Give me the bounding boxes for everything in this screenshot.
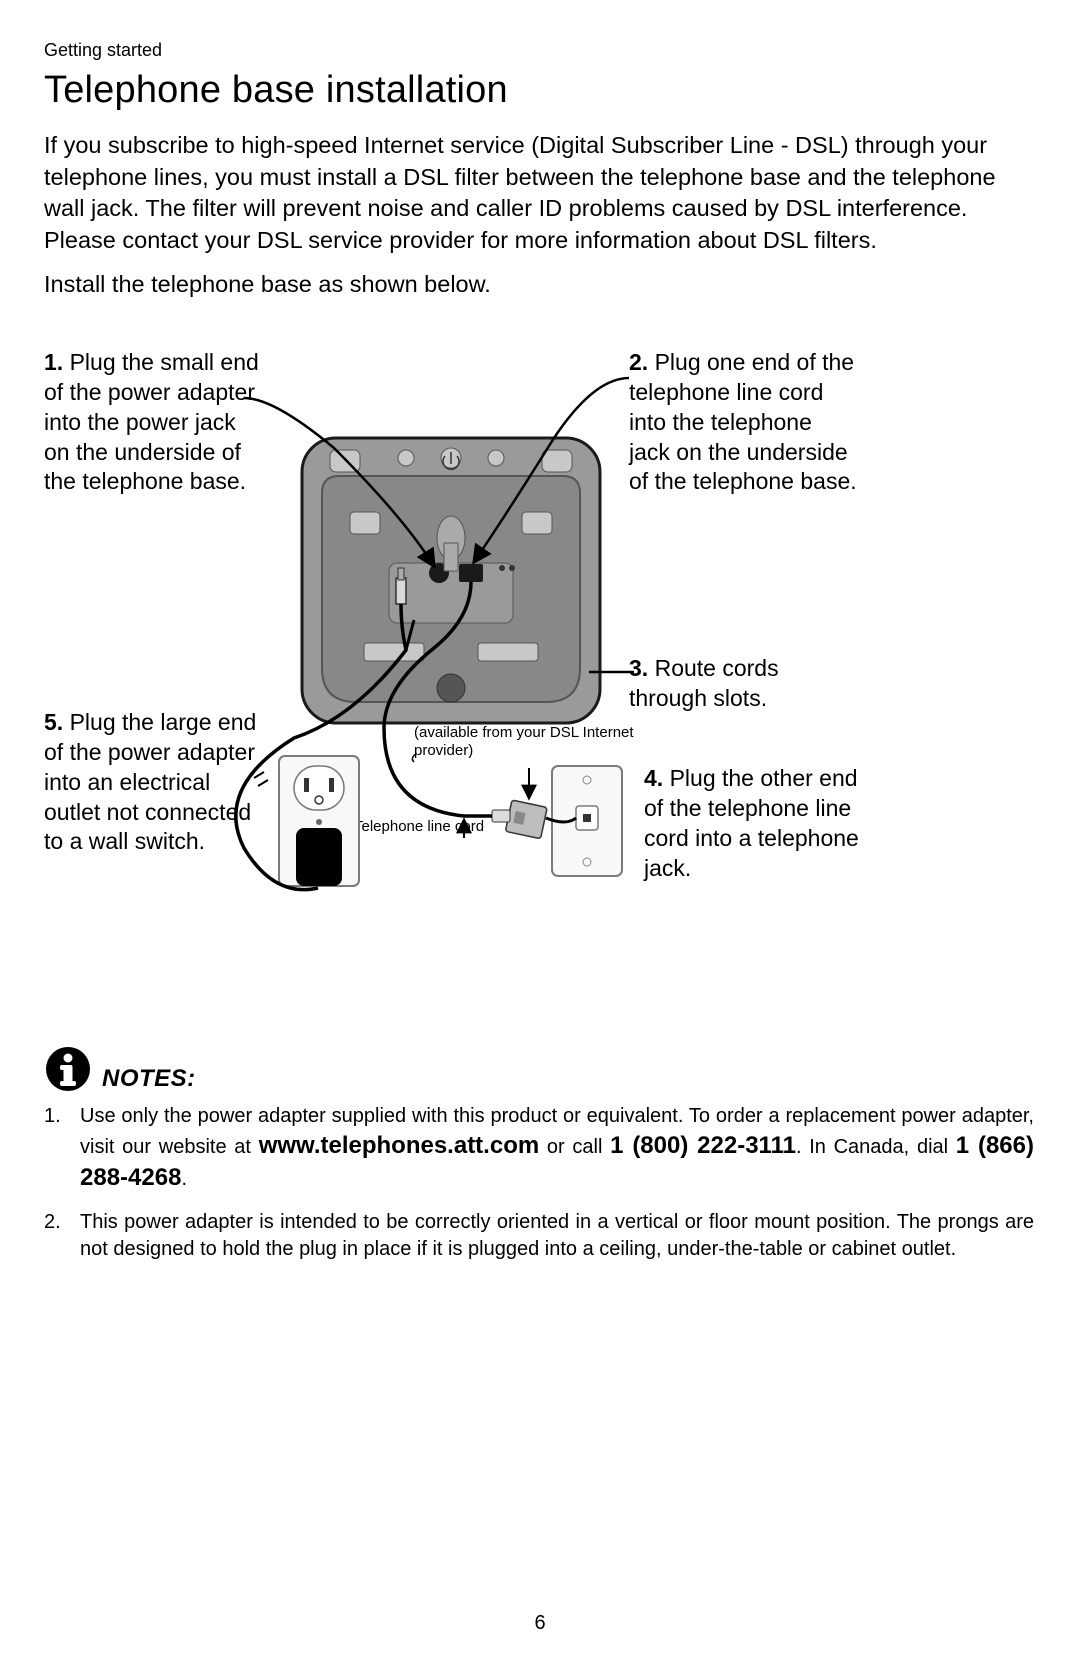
note-1c: . In Canada, dial: [796, 1136, 956, 1158]
callout-1-text: Plug the small end of the power adapter …: [44, 349, 259, 495]
callout-1: 1. Plug the small end of the power adapt…: [44, 348, 259, 497]
page-number: 6: [0, 1612, 1080, 1635]
callout-5-text: Plug the large end of the power adapter …: [44, 709, 256, 855]
callout-2-text: Plug one end of the telephone line cord …: [629, 349, 857, 495]
notes-heading: NOTES:: [102, 1065, 196, 1093]
installation-diagram: 1. Plug the small end of the power adapt…: [44, 348, 1036, 988]
note-2-text: This power adapter is intended to be cor…: [80, 1211, 1034, 1260]
note-1-site: www.telephones.att.com: [259, 1132, 540, 1159]
install-instruction: Install the telephone base as shown belo…: [44, 271, 1036, 298]
base-diagram-icon: [234, 368, 654, 908]
section-label: Getting started: [44, 40, 1036, 61]
note-2: 2. This power adapter is intended to be …: [44, 1209, 1034, 1263]
intro-paragraph: If you subscribe to high-speed Internet …: [44, 130, 1036, 257]
note-1b: or call: [539, 1136, 610, 1158]
callout-4: 4. Plug the other end of the telephone l…: [644, 764, 874, 884]
info-icon: [44, 1045, 92, 1093]
callout-2: 2. Plug one end of the telephone line co…: [629, 348, 859, 497]
callout-5: 5. Plug the large end of the power adapt…: [44, 708, 262, 857]
callout-4-text: Plug the other end of the telephone line…: [644, 765, 859, 881]
callout-3: 3. Route cords through slots.: [629, 654, 859, 714]
page-title: Telephone base installation: [44, 69, 1036, 112]
notes-section: NOTES: 1. Use only the power adapter sup…: [44, 1045, 1034, 1277]
note-1d: .: [181, 1168, 187, 1190]
note-1-phone: 1 (800) 222-3111: [610, 1132, 796, 1159]
note-1: 1. Use only the power adapter supplied w…: [44, 1103, 1034, 1195]
